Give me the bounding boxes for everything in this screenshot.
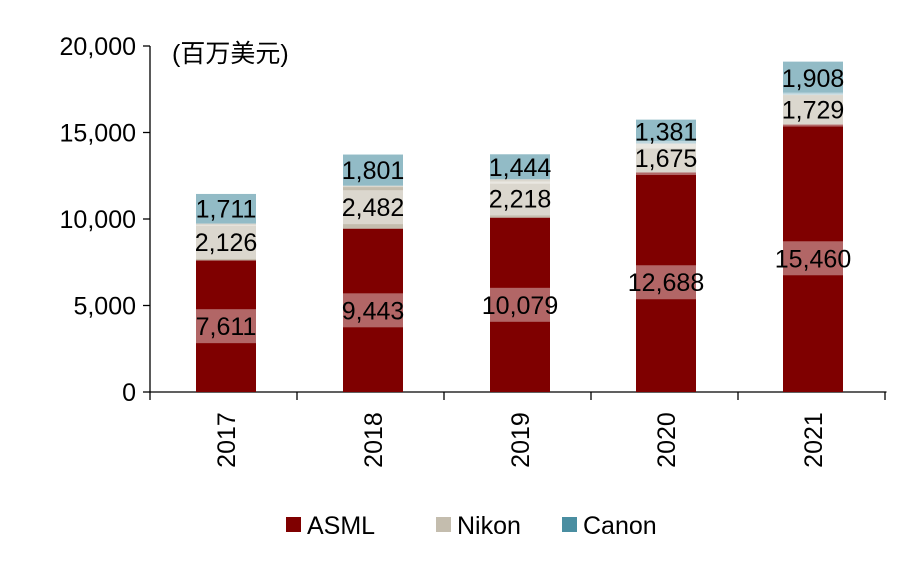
bar-asml (343, 228, 403, 392)
data-label-nikon: 1,675 (635, 145, 698, 173)
legend-swatch-canon (562, 517, 577, 532)
x-tick-label: 2017 (213, 412, 241, 468)
x-tick-label: 2018 (360, 412, 388, 468)
data-label-box (479, 149, 561, 184)
y-tick-label: 5,000 (73, 293, 136, 321)
bar-asml (636, 172, 696, 392)
data-label-box (772, 92, 854, 127)
x-tick-label: 2019 (507, 412, 535, 468)
bar-canon (490, 154, 550, 180)
y-tick-label: 15,000 (60, 120, 136, 148)
data-label-canon: 1,444 (489, 154, 552, 182)
x-tick-label: 2020 (653, 412, 681, 468)
data-label-box (625, 141, 707, 176)
bar-asml (196, 260, 256, 392)
y-tick-label: 20,000 (60, 33, 136, 61)
x-tick-label: 2021 (800, 412, 828, 468)
data-label-box (185, 309, 267, 344)
bar-nikon (636, 143, 696, 173)
data-label-nikon: 2,482 (342, 194, 405, 222)
y-tick-label: 10,000 (60, 206, 136, 234)
unit-label: (百万美元) (172, 40, 289, 68)
data-label-box (479, 181, 561, 216)
legend-label-canon: Canon (583, 512, 657, 540)
bar-nikon (343, 185, 403, 229)
legend-swatch-asml (286, 517, 301, 532)
bar-nikon (783, 94, 843, 125)
data-label-nikon: 2,126 (195, 229, 258, 257)
data-label-box (625, 114, 707, 149)
data-label-box (332, 153, 414, 188)
data-label-box (185, 224, 267, 259)
bar-asml (783, 124, 843, 393)
data-label-nikon: 1,729 (782, 97, 845, 125)
data-label-canon: 1,711 (196, 196, 257, 224)
legend-label-asml: ASML (307, 512, 375, 540)
bar-nikon (490, 179, 550, 218)
data-label-box (332, 293, 414, 328)
data-label-asml: 9,443 (342, 297, 405, 325)
data-label-canon: 1,908 (782, 65, 845, 93)
legend-swatch-nikon (436, 517, 451, 532)
data-label-asml: 7,611 (196, 313, 257, 341)
data-label-box (332, 190, 414, 225)
y-tick-label: 0 (122, 379, 136, 407)
data-label-box (185, 191, 267, 226)
data-label-asml: 15,460 (775, 245, 851, 273)
data-label-nikon: 2,218 (489, 185, 552, 213)
data-label-box (473, 287, 567, 322)
bar-canon (636, 119, 696, 144)
bar-canon (343, 154, 403, 186)
data-label-asml: 10,079 (482, 292, 558, 320)
data-label-asml: 12,688 (628, 269, 704, 297)
data-label-canon: 1,381 (635, 119, 698, 147)
data-label-box (772, 61, 854, 96)
legend-label-nikon: Nikon (457, 512, 521, 540)
data-label-box (766, 241, 860, 276)
data-label-canon: 1,801 (342, 157, 405, 185)
data-label-box (619, 265, 713, 300)
bar-canon (783, 61, 843, 95)
bar-asml (490, 217, 550, 392)
bar-canon (196, 193, 256, 224)
bar-nikon (196, 223, 256, 261)
